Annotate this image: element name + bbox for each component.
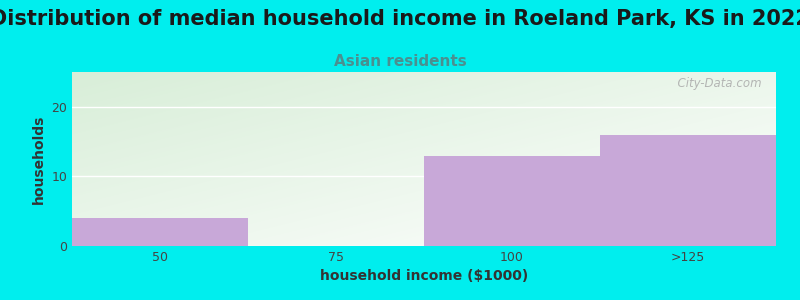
Y-axis label: households: households (32, 114, 46, 204)
Text: Distribution of median household income in Roeland Park, KS in 2022: Distribution of median household income … (0, 9, 800, 29)
Text: Asian residents: Asian residents (334, 54, 466, 69)
Bar (424, 155, 600, 246)
Bar (72, 218, 248, 246)
Bar (600, 135, 776, 246)
Text: City-Data.com: City-Data.com (670, 77, 762, 90)
X-axis label: household income ($1000): household income ($1000) (320, 269, 528, 284)
